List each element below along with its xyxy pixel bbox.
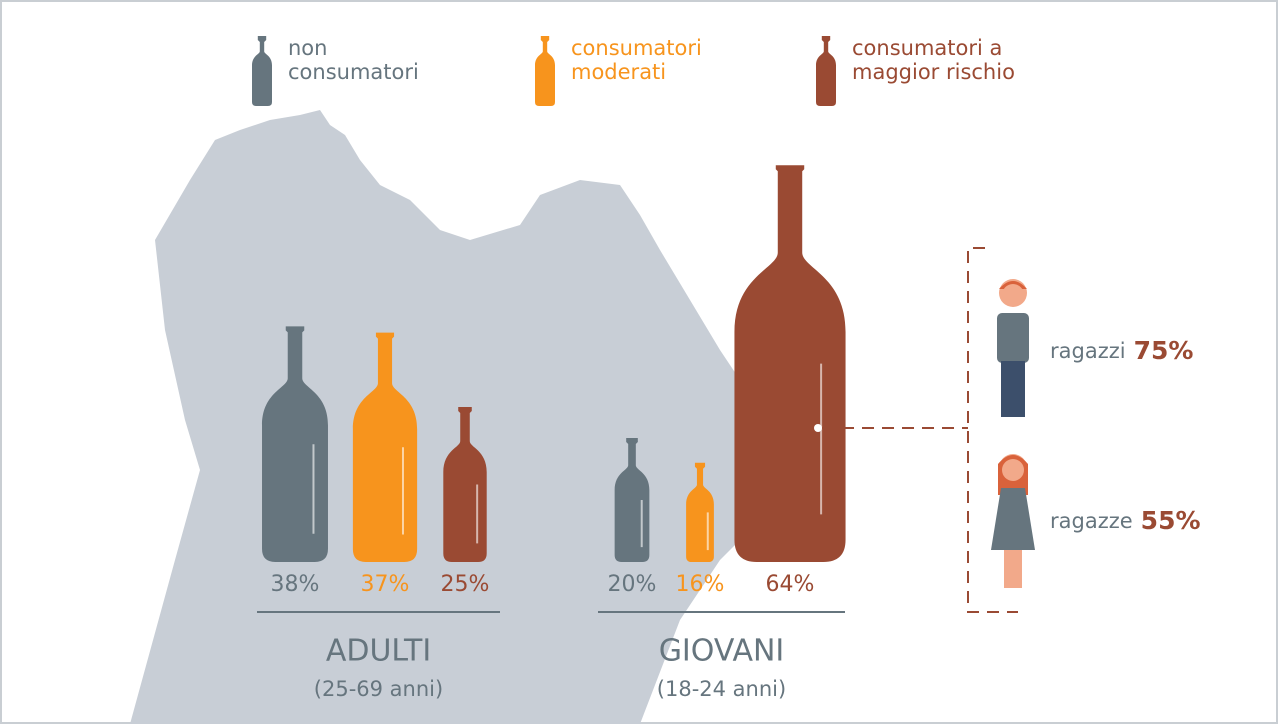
- value-label: 16%: [676, 572, 725, 597]
- bottle: [734, 165, 845, 562]
- breakdown-value: 75%: [1134, 336, 1194, 365]
- chart: 38% 37% 25% ADULTI (25-69 anni) 20% 16% 64% GIOV…: [0, 0, 1278, 724]
- breakdown-label: ragazze 55%: [1050, 506, 1201, 535]
- connector-dot: [814, 424, 822, 432]
- infographic: 38% 37% 25% ADULTI (25-69 anni) 20% 16% 64% GIOV…: [0, 0, 1278, 724]
- breakdown-name: ragazzi: [1050, 339, 1126, 363]
- value-label: 25%: [441, 572, 490, 597]
- legend-label: consumatori a maggior rischio: [852, 36, 1052, 84]
- breakdown-name: ragazze: [1050, 509, 1133, 533]
- value-label: 20%: [608, 572, 657, 597]
- group-subtitle: (25-69 anni): [314, 677, 443, 701]
- shirt: [997, 313, 1029, 363]
- value-label: 64%: [766, 572, 815, 597]
- breakdown-label: ragazzi 75%: [1050, 336, 1193, 365]
- person-icon: [991, 454, 1035, 588]
- value-label: 37%: [361, 572, 410, 597]
- group-subtitle: (18-24 anni): [657, 677, 786, 701]
- value-label: 38%: [271, 572, 320, 597]
- legend-icon: [816, 36, 836, 106]
- group-label: GIOVANI: [659, 634, 785, 669]
- pants: [1001, 361, 1025, 417]
- breakdown-value: 55%: [1141, 506, 1201, 535]
- legend-icon: [535, 36, 555, 106]
- face: [1002, 459, 1024, 481]
- face: [1002, 284, 1024, 306]
- person-icon: [997, 279, 1029, 417]
- legs: [1004, 550, 1022, 588]
- dress: [991, 488, 1035, 550]
- silhouette: [130, 110, 760, 724]
- legend-label: consumatori moderati: [571, 36, 771, 84]
- legend-label: non consumatori: [288, 36, 438, 84]
- group-label: ADULTI: [326, 634, 431, 669]
- legend-icon: [252, 36, 272, 106]
